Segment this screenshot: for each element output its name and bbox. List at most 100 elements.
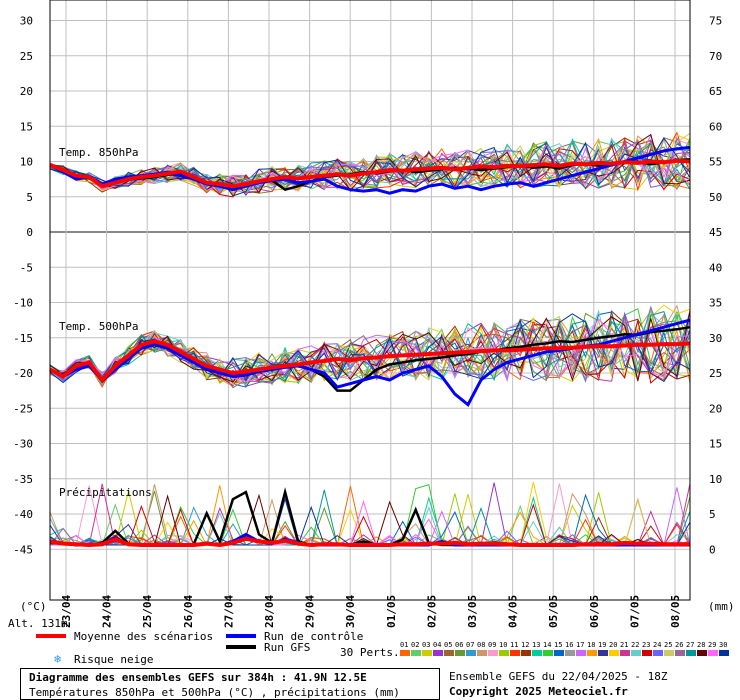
pert-swatch (620, 650, 630, 656)
pert-number: 26 (675, 641, 683, 649)
pert-swatch (400, 650, 410, 656)
pert-swatch (532, 650, 542, 656)
pert-swatch (466, 650, 476, 656)
x-tick-label: 29/04 (304, 595, 317, 628)
pert-swatch (642, 650, 652, 656)
altitude-label: Alt. 131m (8, 617, 68, 630)
pert-swatch (675, 650, 685, 656)
x-tick-label: 24/04 (101, 595, 114, 628)
pert-swatch (686, 650, 696, 656)
footer-title-box: Diagramme des ensembles GEFS sur 384h : … (20, 668, 440, 700)
pert-swatch (565, 650, 575, 656)
right-tick-label: 55 (709, 156, 722, 169)
pert-swatch (719, 650, 729, 656)
chart-title: Diagramme des ensembles GEFS sur 384h : … (29, 671, 367, 684)
left-tick-label: 10 (20, 156, 33, 169)
pert-swatch (488, 650, 498, 656)
left-tick-label: -25 (13, 402, 33, 415)
pert-number: 02 (411, 641, 419, 649)
left-tick-label: -10 (13, 297, 33, 310)
pert-number: 07 (466, 641, 474, 649)
left-tick-label: -30 (13, 438, 33, 451)
x-tick-label: 01/05 (385, 595, 398, 628)
legend-snow-label: Risque neige (74, 653, 153, 666)
panel-label-t500: Temp. 500hPa (59, 320, 138, 333)
mean-line-t850 (49, 158, 691, 189)
x-tick-label: 28/04 (263, 595, 276, 628)
pert-number: 15 (554, 641, 562, 649)
pert-number: 27 (686, 641, 694, 649)
pert-number: 09 (488, 641, 496, 649)
left-tick-label: 20 (20, 85, 33, 98)
legend-perts-label: 30 Perts. (340, 646, 400, 659)
left-tick-label: 25 (20, 50, 33, 63)
pert-number: 06 (455, 641, 463, 649)
pert-number: 03 (422, 641, 430, 649)
pert-number: 04 (433, 641, 441, 649)
pert-swatch (422, 650, 432, 656)
chart-grid (50, 0, 690, 600)
pert-swatch (576, 650, 586, 656)
legend-gfs-label: Run GFS (264, 641, 310, 654)
right-tick-label: 15 (709, 438, 722, 451)
pert-swatch (510, 650, 520, 656)
pert-number: 29 (708, 641, 716, 649)
chart-subtitle: Températures 850hPa et 500hPa (°C) , pré… (29, 686, 400, 699)
ensemble-run-info: Ensemble GEFS du 22/04/2025 - 18Z (449, 670, 668, 683)
member-line-t500 (49, 310, 691, 383)
x-tick-label: 05/05 (547, 595, 560, 628)
copyright: Copyright 2025 Meteociel.fr (449, 685, 628, 698)
right-tick-label: 20 (709, 402, 722, 415)
pert-number: 18 (587, 641, 595, 649)
pert-number: 12 (521, 641, 529, 649)
pert-swatch (521, 650, 531, 656)
x-tick-label: 08/05 (669, 595, 682, 628)
panel-label-t850: Temp. 850hPa (59, 146, 138, 159)
mean-line-t500 (49, 339, 691, 384)
pert-number: 13 (532, 641, 540, 649)
left-tick-label: 15 (20, 120, 33, 133)
pert-number: 21 (620, 641, 628, 649)
pert-swatch (697, 650, 707, 656)
right-tick-label: 30 (709, 332, 722, 345)
right-tick-label: 45 (709, 226, 722, 239)
pert-number: 30 (719, 641, 727, 649)
left-tick-label: -40 (13, 508, 33, 521)
panel-label-precip: Précipitations (59, 486, 152, 499)
right-tick-label: 70 (709, 50, 722, 63)
pert-number: 25 (664, 641, 672, 649)
left-tick-label: -35 (13, 473, 33, 486)
pert-swatch (708, 650, 718, 656)
pert-swatch (609, 650, 619, 656)
pert-number: 22 (631, 641, 639, 649)
legend-mean-label: Moyenne des scénarios (74, 630, 213, 643)
pert-number: 10 (499, 641, 507, 649)
pert-swatch (554, 650, 564, 656)
pert-swatch (499, 650, 509, 656)
pert-number: 20 (609, 641, 617, 649)
pert-swatch (433, 650, 443, 656)
right-tick-label: 60 (709, 120, 722, 133)
pert-number: 05 (444, 641, 452, 649)
pert-number: 19 (598, 641, 606, 649)
pert-number: 14 (543, 641, 551, 649)
left-tick-label: 5 (26, 191, 33, 204)
x-tick-label: 02/05 (425, 595, 438, 628)
right-tick-label: 75 (709, 15, 722, 28)
plot-frame (49, 0, 691, 601)
left-tick-label: -15 (13, 332, 33, 345)
right-tick-label: 5 (709, 508, 716, 521)
pert-number: 08 (477, 641, 485, 649)
pert-number: 28 (697, 641, 705, 649)
pert-swatch (664, 650, 674, 656)
pert-number: 11 (510, 641, 518, 649)
member-line-t500 (49, 320, 691, 387)
left-tick-label: -20 (13, 367, 33, 380)
pert-swatch (411, 650, 421, 656)
right-tick-label: 50 (709, 191, 722, 204)
legend: Moyenne des scénarios Run de contrôle Ru… (36, 630, 729, 666)
pert-swatch (543, 650, 553, 656)
pert-number: 17 (576, 641, 584, 649)
